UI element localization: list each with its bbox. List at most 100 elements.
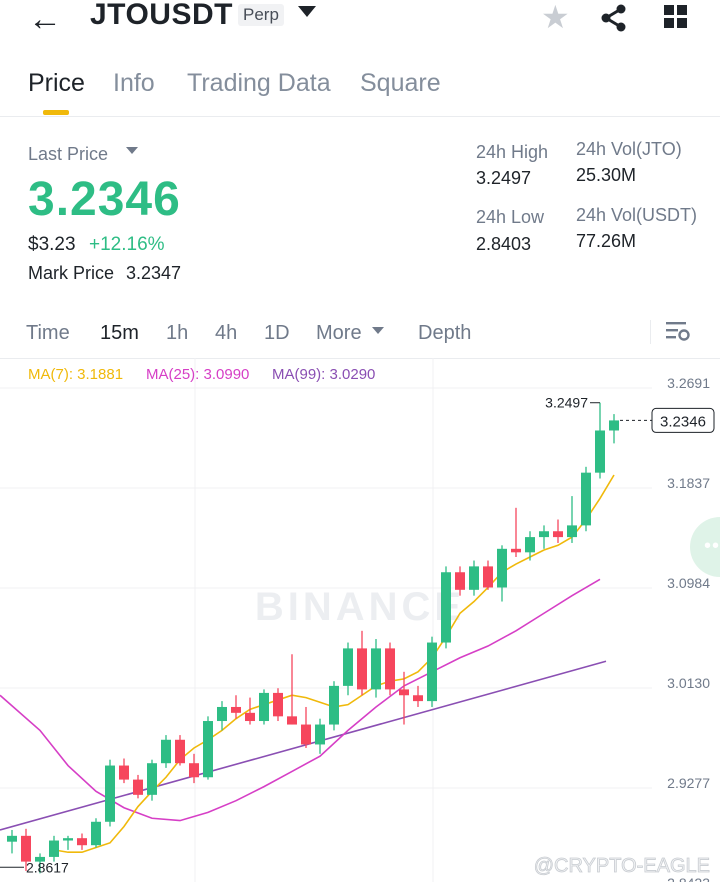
usd-value: $3.23 bbox=[28, 234, 76, 255]
candle-body bbox=[217, 706, 227, 722]
star-icon[interactable]: ★ bbox=[541, 0, 570, 35]
candle-body bbox=[357, 648, 367, 690]
chart-grid bbox=[0, 358, 652, 882]
candle-body bbox=[259, 692, 269, 722]
credit-watermark: @CRYPTO-EAGLE bbox=[534, 855, 710, 877]
interval-1d[interactable]: 1D bbox=[264, 322, 290, 344]
tab-square[interactable]: Square bbox=[360, 69, 441, 97]
low-value: 2.8403 bbox=[476, 234, 532, 254]
candle-body bbox=[161, 739, 171, 764]
candle-body bbox=[455, 572, 465, 590]
ma99-path bbox=[0, 660, 607, 831]
candle-body bbox=[7, 835, 17, 842]
mark-price-label: Mark Price bbox=[28, 263, 115, 283]
candle-body bbox=[413, 695, 423, 702]
candle-body bbox=[35, 856, 45, 862]
candle-body bbox=[497, 548, 507, 588]
tab-info[interactable]: Info bbox=[113, 69, 155, 97]
vol-quote-label: 24h Vol(USDT) bbox=[576, 205, 698, 225]
ma25-legend: MA(25): 3.0990 bbox=[146, 366, 250, 383]
ma99-legend: MA(99): 3.0290 bbox=[272, 366, 376, 383]
candle-body bbox=[203, 721, 213, 778]
interval-1h[interactable]: 1h bbox=[166, 322, 189, 344]
candle-body bbox=[21, 835, 31, 862]
y-tick-label: 3.2691 bbox=[667, 375, 710, 391]
chart-settings-icon[interactable] bbox=[666, 321, 690, 343]
candle-body bbox=[49, 840, 59, 857]
last-price-label[interactable]: Last Price bbox=[28, 144, 109, 164]
ma7-legend: MA(7): 3.1881 bbox=[28, 366, 124, 383]
grid-icon[interactable] bbox=[664, 5, 688, 29]
candle-body bbox=[581, 472, 591, 526]
candle-body bbox=[273, 692, 283, 717]
candle-body bbox=[385, 648, 395, 690]
active-tab-indicator bbox=[43, 110, 69, 115]
interval-more[interactable]: More bbox=[316, 322, 362, 344]
y-tick-label: 3.0130 bbox=[667, 675, 710, 691]
candle-body bbox=[441, 572, 451, 643]
share-icon[interactable] bbox=[600, 4, 628, 32]
high-label: 24h High bbox=[476, 142, 549, 162]
candle-body bbox=[567, 525, 577, 538]
interval-time[interactable]: Time bbox=[26, 322, 70, 344]
candle-body bbox=[147, 763, 157, 795]
y-tick-label: 2.8423 bbox=[667, 875, 710, 882]
candle-body bbox=[189, 763, 199, 778]
mark-price-value: 3.2347 bbox=[126, 263, 182, 283]
binance-watermark: BINANCE bbox=[255, 585, 465, 629]
y-tick-label: 3.0984 bbox=[667, 575, 710, 591]
candle-body bbox=[315, 724, 325, 745]
high-annotation: 3.2497 bbox=[545, 395, 588, 411]
y-tick-label: 3.1837 bbox=[667, 475, 710, 491]
low-annotation: 2.8617 bbox=[26, 859, 69, 875]
y-axis: 3.2691 3.1837 3.0984 3.0130 2.9277 2.8423 bbox=[667, 375, 710, 882]
candle-body bbox=[427, 642, 437, 702]
candle-body bbox=[329, 685, 339, 725]
candle-body bbox=[133, 779, 143, 795]
symbol-title[interactable]: JTOUSDT bbox=[90, 0, 233, 31]
candle-body bbox=[483, 566, 493, 588]
candle-body bbox=[343, 648, 353, 686]
interval-15m[interactable]: 15m bbox=[100, 322, 139, 344]
candle-body bbox=[469, 566, 479, 590]
high-value: 3.2497 bbox=[476, 168, 532, 188]
y-tick-label: 2.9277 bbox=[667, 775, 710, 791]
candle-body bbox=[175, 739, 185, 764]
more-dropdown-icon[interactable] bbox=[372, 327, 384, 334]
candle-body bbox=[231, 706, 241, 713]
price-change-percent: +12.16% bbox=[89, 234, 165, 255]
last-price-tag: 3.2346 bbox=[660, 413, 706, 430]
more-dots-icon[interactable]: •• bbox=[704, 535, 720, 557]
candlestick-chart[interactable]: BINANCE 3.2691 3.1837 3.0984 3.0130 2.9277 2.… bbox=[0, 358, 720, 882]
divider bbox=[0, 358, 720, 359]
low-label: 24h Low bbox=[476, 207, 545, 227]
depth-tab[interactable]: Depth bbox=[418, 322, 472, 344]
candle-body bbox=[63, 838, 73, 841]
vol-quote-value: 77.26M bbox=[576, 231, 637, 251]
candle-body bbox=[105, 765, 115, 822]
tab-price[interactable]: Price bbox=[28, 69, 85, 97]
candle-body bbox=[301, 724, 311, 745]
back-arrow-icon[interactable]: ← bbox=[28, 0, 62, 38]
candle-body bbox=[553, 531, 563, 538]
ma99-line bbox=[0, 660, 607, 831]
perp-badge: Perp bbox=[238, 4, 284, 26]
candles bbox=[7, 402, 619, 874]
candle-body bbox=[525, 537, 535, 553]
candle-body bbox=[119, 765, 129, 780]
candle-body bbox=[609, 420, 619, 431]
candle-body bbox=[287, 716, 297, 725]
divider bbox=[0, 116, 720, 117]
candle-body bbox=[91, 821, 101, 846]
candle-body bbox=[399, 689, 409, 696]
vol-base-value: 25.30M bbox=[576, 165, 637, 185]
separator bbox=[650, 320, 651, 344]
candle-body bbox=[245, 712, 255, 722]
candle-body bbox=[371, 648, 381, 690]
candle-body bbox=[595, 430, 605, 473]
tab-trading-data[interactable]: Trading Data bbox=[187, 69, 331, 97]
last-price-dropdown-icon[interactable] bbox=[126, 147, 138, 154]
last-price-tag-box bbox=[651, 407, 715, 433]
interval-4h[interactable]: 4h bbox=[215, 322, 238, 344]
symbol-dropdown-icon[interactable] bbox=[298, 6, 316, 17]
